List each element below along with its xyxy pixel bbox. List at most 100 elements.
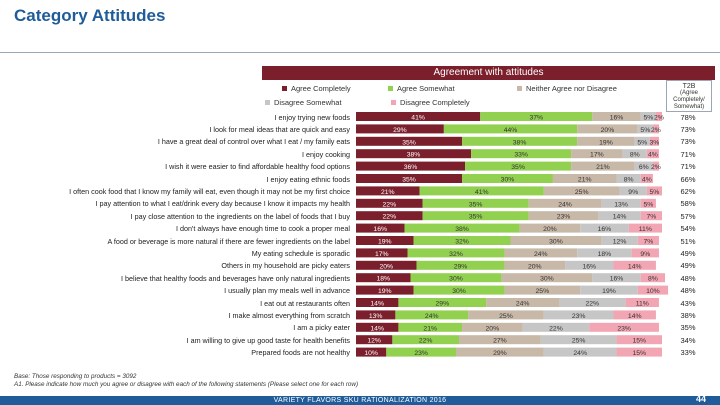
bar-data-label: 19% [599,139,613,146]
bar-data-label: 22% [383,201,397,208]
bar-data-label: 24% [425,313,439,320]
bar-data-label: 29% [393,127,407,134]
legend-item-disagree-somewhat: Disagree Somewhat [265,98,342,107]
statement-label: I am a picky eater [293,323,350,333]
bar-segment [413,285,505,295]
statement-label: I enjoy cooking [302,149,350,159]
bar-segment [652,161,659,171]
bar-segment [416,260,505,270]
bar-segment [571,149,623,159]
legend-label: Disagree Somewhat [274,98,342,107]
statement-label: I enjoy eating ethnic foods [266,174,350,184]
bar-segment [356,260,417,270]
bar-data-label: 35% [511,164,525,171]
bar-segment [577,248,632,258]
bar-data-label: 24% [516,301,530,308]
bar-segment [413,236,511,245]
bars-svg: 41% 37% 16% 5% 2%29% 44% 20% 5% 2%35% 38% 19% 5% 3%3… [356,112,669,357]
bar-data-label: 21% [423,325,437,332]
bar-data-label: 35% [402,177,416,184]
bar-data-label: 19% [378,239,392,246]
page-number: 44 [695,394,706,404]
legend-item-agree-somewhat: Agree Somewhat [388,84,455,93]
bar-data-label: 2% [651,164,661,171]
bar-segment [462,174,553,183]
bar-data-label: 16% [610,276,624,283]
bar-segment [592,112,641,121]
bar-data-label: 24% [558,201,572,208]
bar-segment [558,298,626,307]
bar-data-label: 10% [364,350,378,357]
bar-segment [356,223,405,233]
statement-label: Prepared foods are not healthy [251,348,350,358]
bar-segment [392,335,460,345]
bar-segment [486,298,559,307]
bar-segment [613,310,656,320]
bar-data-label: 20% [543,226,557,233]
bar-data-label: 30% [501,177,515,184]
bar-segment [407,248,505,258]
bar-segment [631,248,659,258]
t2b-value: 71% [680,162,696,172]
bar-segment [356,298,399,307]
bar-data-label: 5% [637,139,647,146]
bar-data-label: 14% [628,263,642,270]
t2b-value: 62% [680,186,696,196]
bar-data-label: 32% [449,251,463,258]
bar-segment [480,112,593,121]
bar-segment [443,124,578,134]
t2b-value: 58% [680,199,696,209]
bar-data-label: 35% [469,201,483,208]
legend-item-neither: Neither Agree nor Disagree [517,84,617,93]
bar-data-label: 11% [639,226,652,233]
bar-segment [649,136,659,146]
bar-data-label: 29% [454,263,468,270]
bar-segment [386,347,456,357]
bar-segment [501,273,593,283]
bar-segment [640,273,666,283]
bar-segment [577,124,638,134]
bar-data-label: 23% [557,214,571,221]
bar-segment [356,273,411,283]
bar-data-label: 4% [642,177,652,184]
statement-label: I pay close attention to the ingredients… [130,211,350,221]
bar-data-label: 24% [534,251,548,258]
statement-label: I eat out at restaurants often [260,298,350,308]
bar-data-label: 14% [370,301,384,308]
bar-segment [616,347,662,357]
bar-segment [356,322,399,332]
t2b-header-subtitle: (Agree Completely/ Somewhat) [673,90,705,110]
bar-data-label: 35% [402,139,416,146]
bar-data-label: 29% [436,301,450,308]
bar-segment [640,211,662,221]
bar-data-label: 38% [407,152,421,159]
bar-segment [543,310,614,320]
bar-segment [598,211,641,221]
chart-legend: Agree Completely Agree Somewhat Neither … [262,80,662,108]
bar-segment [356,124,444,134]
bar-data-label: 21% [381,189,395,196]
bar-segment [356,211,423,221]
legend-label: Neither Agree nor Disagree [526,84,617,93]
footer-bar [0,396,720,405]
bar-segment [637,285,669,295]
bar-data-label: 15% [632,350,646,357]
bar-data-label: 29% [493,350,507,357]
bar-segment [510,236,602,245]
bar-data-label: 17% [375,251,389,258]
bar-data-label: 30% [452,288,466,295]
bar-data-label: 8% [624,177,634,184]
bar-segment [646,149,659,159]
bar-segment [580,223,629,233]
t2b-value: 71% [680,149,696,159]
bar-data-label: 30% [549,239,563,246]
bar-data-label: 5% [640,127,650,134]
bar-data-label: 5% [643,115,653,122]
bar-data-label: 25% [572,338,586,345]
bar-segment [522,322,590,332]
t2b-value: 35% [680,323,696,333]
bar-segment [625,298,659,307]
bar-data-label: 23% [617,325,631,332]
bar-segment [628,223,662,233]
footer-text: VARIETY FLAVORS SKU RATIONALIZATION 2016 [273,397,447,404]
